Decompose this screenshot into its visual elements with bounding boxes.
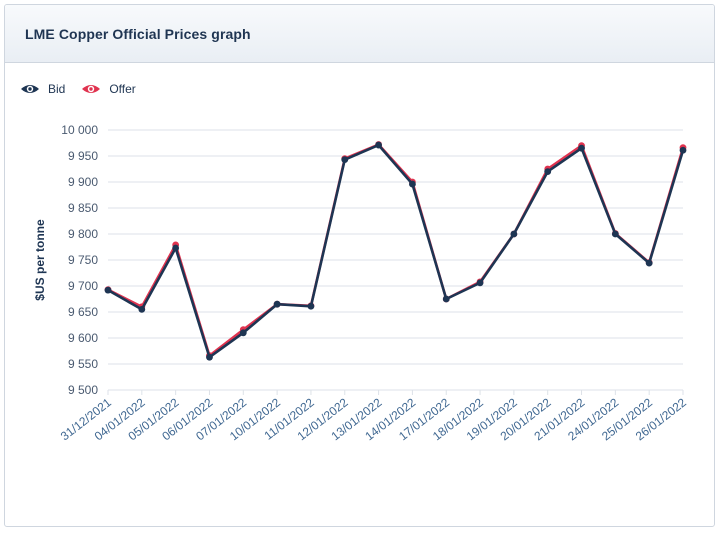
- y-tick-label: 9 500: [68, 383, 98, 397]
- data-point-bid: [138, 306, 146, 313]
- y-tick-label: 9 600: [68, 331, 98, 345]
- data-point-bid: [341, 156, 349, 164]
- y-tick-label: 9 850: [68, 201, 98, 215]
- y-tick-label: 9 700: [68, 279, 98, 293]
- legend-item-offer[interactable]: Offer: [81, 82, 136, 96]
- panel-header: LME Copper Official Prices graph: [5, 5, 714, 63]
- data-point-bid: [409, 180, 416, 188]
- data-point-bid: [172, 244, 180, 252]
- data-point-bid: [611, 230, 619, 238]
- series-line-bid: [106, 143, 685, 359]
- legend-label-offer: Offer: [109, 82, 136, 96]
- data-point-bid: [442, 295, 450, 303]
- data-point-bid: [206, 353, 213, 361]
- y-axis-title: $US per tonne: [33, 219, 47, 301]
- y-tick-label: 9 950: [68, 149, 98, 163]
- data-point-bid: [273, 300, 281, 308]
- data-point-bid: [239, 329, 247, 337]
- series-line-offer: [106, 143, 685, 357]
- y-tick-label: 9 550: [68, 357, 98, 371]
- data-point-bid: [104, 286, 112, 294]
- data-point-bid: [578, 144, 585, 152]
- panel-title: LME Copper Official Prices graph: [25, 25, 251, 42]
- data-point-bid: [645, 259, 653, 267]
- y-tick-label: 10 000: [61, 123, 98, 137]
- data-point-bid: [544, 168, 552, 176]
- eye-icon: [82, 85, 101, 93]
- y-tick-label: 9 750: [68, 253, 98, 267]
- eye-icon: [21, 85, 39, 93]
- legend-item-bid[interactable]: Bid: [20, 82, 65, 96]
- data-point-bid: [307, 302, 315, 310]
- y-tick-label: 9 800: [68, 227, 98, 241]
- y-tick-label: 9 650: [68, 305, 98, 319]
- chart-panel: LME Copper Official Prices graph: [4, 4, 715, 527]
- data-point-bid: [679, 146, 687, 154]
- y-tick-label: 9 900: [68, 175, 98, 189]
- chart-legend: Bid Offer: [20, 82, 152, 96]
- data-point-bid: [510, 230, 518, 238]
- legend-label-bid: Bid: [48, 82, 66, 96]
- data-point-bid: [476, 279, 484, 287]
- data-point-bid: [375, 141, 382, 149]
